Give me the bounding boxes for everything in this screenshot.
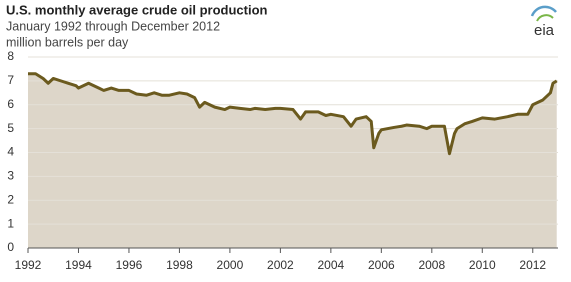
logo-arc bbox=[536, 14, 554, 22]
x-tick-label: 2006 bbox=[368, 258, 395, 272]
chart-title: U.S. monthly average crude oil productio… bbox=[6, 2, 268, 17]
logo: eia bbox=[530, 5, 557, 39]
y-tick-label: 7 bbox=[7, 73, 14, 87]
x-tick-label: 2000 bbox=[217, 258, 244, 272]
y-tick-label: 6 bbox=[7, 97, 14, 111]
x-tick-label: 2010 bbox=[469, 258, 496, 272]
y-tick-label: 0 bbox=[7, 240, 14, 254]
x-tick-label: 1992 bbox=[15, 258, 42, 272]
line bbox=[28, 72, 558, 156]
y-tick-label: 3 bbox=[7, 169, 14, 183]
x-tick-label: 2004 bbox=[318, 258, 345, 272]
x-tick-label: 2012 bbox=[519, 258, 546, 272]
x-tick-label: 2008 bbox=[418, 258, 445, 272]
x-tick-label: 1998 bbox=[166, 258, 193, 272]
y-tick-label: 4 bbox=[7, 145, 14, 159]
logo-text: eia bbox=[534, 22, 555, 39]
y-tick-label: 8 bbox=[7, 49, 14, 63]
area-fill bbox=[28, 73, 557, 249]
x-tick-label: 1996 bbox=[116, 258, 143, 272]
unit-label: million barrels per day bbox=[6, 35, 129, 49]
chart-subtitle: January 1992 through December 2012 bbox=[6, 19, 220, 33]
y-tick-label: 1 bbox=[7, 216, 14, 230]
logo-arc bbox=[530, 5, 557, 17]
x-tick-label: 1994 bbox=[65, 258, 92, 272]
x-tick-label: 2002 bbox=[267, 258, 294, 272]
y-tick-label: 2 bbox=[7, 192, 14, 206]
y-tick-label: 5 bbox=[7, 121, 14, 135]
